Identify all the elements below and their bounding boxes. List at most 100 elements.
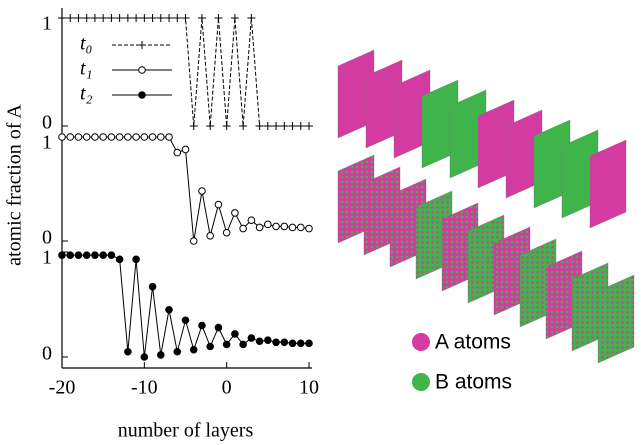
- marker: [189, 345, 198, 354]
- y-tick-label: 1: [42, 13, 52, 35]
- legend-swatch: [412, 333, 430, 351]
- marker: [280, 122, 289, 130]
- layer-illustration: [337, 49, 635, 364]
- marker: [173, 148, 182, 157]
- y-axis-label: atomic fraction of A: [4, 104, 26, 266]
- marker: [197, 14, 206, 22]
- legend-label: A atoms: [435, 331, 511, 354]
- marker: [74, 14, 83, 22]
- marker: [99, 251, 107, 259]
- marker: [222, 228, 231, 237]
- marker: [296, 122, 305, 130]
- marker: [140, 133, 149, 141]
- marker: [247, 14, 256, 22]
- x-tick-label: -20: [49, 377, 76, 399]
- marker: [115, 255, 124, 264]
- marker: [173, 347, 182, 356]
- marker: [264, 336, 272, 345]
- marker: [165, 305, 173, 314]
- marker: [272, 122, 281, 130]
- marker: [189, 237, 198, 245]
- marker: [132, 255, 140, 264]
- marker: [157, 351, 165, 359]
- legend-label: B atoms: [435, 371, 512, 394]
- marker: [90, 14, 99, 22]
- legend-label: t₀: [80, 33, 93, 55]
- marker: [263, 122, 272, 130]
- marker: [66, 133, 75, 141]
- y-tick-label: 1: [42, 132, 52, 154]
- legend-label: t₁: [80, 58, 93, 80]
- marker: [165, 133, 173, 141]
- marker: [280, 338, 289, 347]
- marker: [140, 353, 149, 361]
- marker: [189, 122, 198, 130]
- marker: [82, 251, 91, 259]
- marker: [181, 145, 190, 154]
- marker: [66, 251, 75, 259]
- y-tick-label: 0: [42, 227, 52, 249]
- marker: [239, 224, 247, 233]
- marker: [148, 133, 157, 141]
- marker: [140, 14, 149, 22]
- legend-marker: [138, 66, 146, 74]
- marker: [181, 14, 190, 22]
- marker: [124, 347, 132, 356]
- marker: [124, 133, 132, 141]
- marker: [255, 223, 264, 232]
- marker: [247, 216, 256, 224]
- marker: [231, 330, 239, 338]
- marker: [231, 209, 239, 217]
- marker: [58, 14, 66, 22]
- marker: [165, 14, 174, 22]
- marker: [296, 339, 305, 348]
- marker: [173, 14, 182, 22]
- marker: [157, 133, 165, 141]
- marker: [74, 251, 83, 259]
- atom-layer: [589, 139, 627, 229]
- marker: [288, 122, 297, 130]
- marker: [198, 187, 206, 195]
- data-line: [62, 17, 309, 127]
- marker: [222, 122, 231, 130]
- atom-layer: [597, 274, 635, 364]
- marker: [305, 224, 313, 233]
- marker: [156, 14, 165, 22]
- x-tick-label: 0: [222, 377, 232, 399]
- x-tick-label: 10: [299, 377, 319, 399]
- marker: [239, 122, 248, 130]
- marker: [264, 220, 272, 229]
- marker: [305, 339, 313, 348]
- marker: [148, 14, 157, 22]
- marker: [305, 122, 313, 130]
- marker: [255, 122, 264, 130]
- marker: [58, 251, 66, 259]
- y-tick-label: 1: [42, 247, 52, 269]
- marker: [115, 133, 124, 141]
- marker: [107, 251, 116, 259]
- marker: [214, 323, 223, 332]
- marker: [255, 337, 264, 346]
- marker: [91, 133, 99, 141]
- marker: [296, 223, 305, 232]
- marker: [82, 133, 91, 141]
- marker: [206, 232, 214, 240]
- marker: [115, 14, 124, 22]
- legend-label: t₂: [80, 83, 93, 105]
- marker: [239, 340, 247, 349]
- marker: [132, 133, 140, 141]
- x-axis-label: number of layers: [118, 420, 254, 442]
- x-tick-label: -10: [131, 377, 158, 399]
- marker: [272, 338, 280, 347]
- marker: [99, 133, 107, 141]
- y-tick-label: 0: [42, 112, 52, 134]
- marker: [288, 339, 297, 348]
- marker: [230, 14, 239, 22]
- marker: [280, 222, 289, 231]
- marker: [206, 342, 214, 351]
- marker: [198, 321, 206, 330]
- marker: [132, 14, 141, 22]
- marker: [206, 122, 215, 130]
- marker: [181, 316, 190, 325]
